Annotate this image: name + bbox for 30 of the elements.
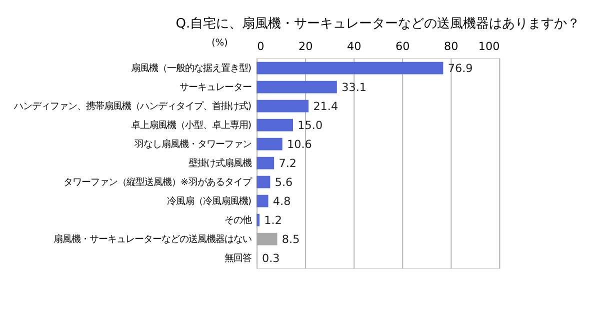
data-label: 15.0 xyxy=(298,118,323,132)
x-tick-label: 100 xyxy=(478,40,500,54)
y-tick-label: 扇風機・サーキュレーターなどの送風機器はない xyxy=(53,234,252,245)
x-tick-label: 80 xyxy=(444,40,458,54)
y-tick-label: 羽なし扇風機・タワーファン xyxy=(134,138,252,150)
data-label: 1.2 xyxy=(264,214,282,227)
y-tick-label: 冷風扇（冷風扇風機) xyxy=(166,196,252,207)
x-tick-label: 40 xyxy=(346,40,362,54)
data-label: 21.4 xyxy=(313,100,338,113)
y-tick-label: その他 xyxy=(224,214,252,226)
y-tick-label: 卓上扇風機（小型、卓上専用) xyxy=(130,120,252,131)
y-tick-label: ハンディファン、携帯扇風機（ハンディタイプ、首掛け式) xyxy=(12,100,252,112)
y-tick-label: サーキュレーター xyxy=(179,82,252,93)
data-label: 33.1 xyxy=(342,80,366,94)
y-tick-label: 無回答 xyxy=(224,252,252,264)
data-label: 8.5 xyxy=(282,232,300,246)
data-label: 10.6 xyxy=(286,138,312,151)
x-tick-label: 60 xyxy=(396,40,410,54)
data-label: 4.8 xyxy=(272,194,291,208)
chart-title: Q.自宅に、扇風機・サーキュレーターなどの送風機器はありますか？ xyxy=(176,15,580,32)
data-label: 0.3 xyxy=(262,252,280,265)
x-tick-label: 0 xyxy=(257,40,264,54)
y-tick-label: 扇風機（一般的な据え置き型) xyxy=(130,62,252,74)
data-label: 5.6 xyxy=(274,176,293,189)
data-label: 76.9 xyxy=(448,62,473,75)
y-tick-label: 壁掛け式扇風機 xyxy=(188,158,252,169)
x-tick-label: 20 xyxy=(298,40,313,54)
x-axis-title: (%) xyxy=(212,37,228,48)
y-tick-label: タワーファン（縦型送風機）※羽があるタイプ xyxy=(64,176,252,188)
data-label: 7.2 xyxy=(278,156,297,170)
